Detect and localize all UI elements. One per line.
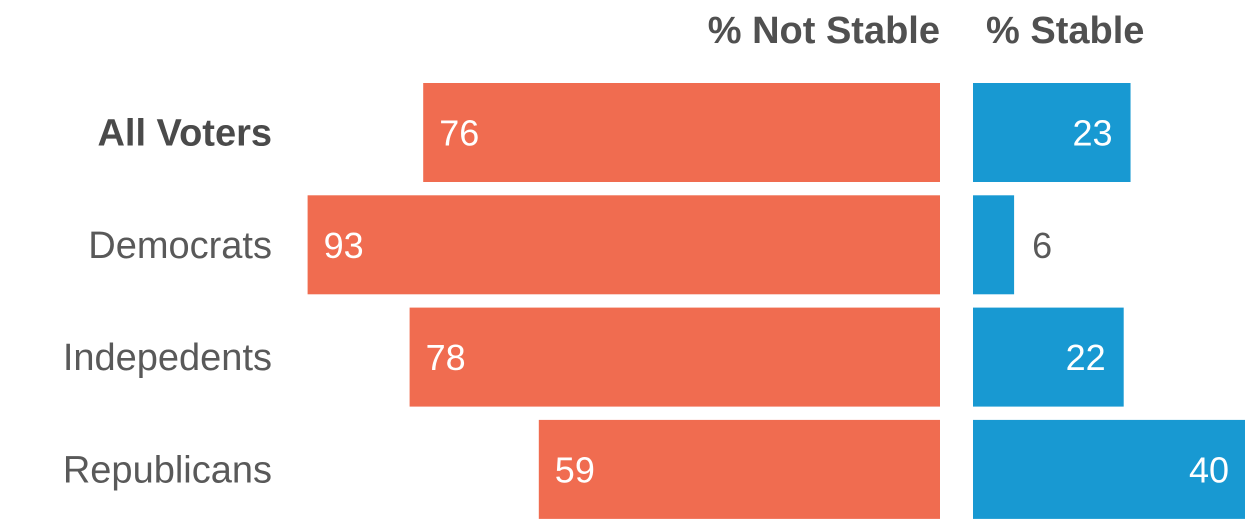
category-label-republicans: Republicans bbox=[63, 449, 272, 491]
value-label-not-stable-indepedents: 78 bbox=[426, 337, 466, 378]
header-not-stable: % Not Stable bbox=[708, 10, 940, 52]
bar-stable-all-voters bbox=[973, 83, 1131, 182]
value-label-stable-republicans: 40 bbox=[1189, 449, 1229, 490]
bar-not-stable-republicans bbox=[538, 419, 940, 519]
value-label-stable-democrats: 6 bbox=[1032, 225, 1052, 266]
bar-not-stable-indepedents bbox=[409, 307, 941, 407]
bar-stable-republicans bbox=[973, 419, 1245, 519]
chart-rows: All Voters 76 23 Democrats 93 6 Indepedents 78 2… bbox=[63, 83, 1245, 519]
value-label-not-stable-democrats: 93 bbox=[324, 225, 364, 266]
bar-stable-indepedents bbox=[973, 307, 1124, 407]
value-label-not-stable-all-voters: 76 bbox=[439, 113, 479, 154]
value-label-stable-indepedents: 22 bbox=[1066, 337, 1106, 378]
bar-not-stable-democrats bbox=[307, 195, 941, 295]
bar-stable-democrats bbox=[973, 195, 1015, 295]
value-label-stable-all-voters: 23 bbox=[1073, 113, 1113, 154]
category-label-all-voters: All Voters bbox=[97, 113, 272, 155]
bar-not-stable-all-voters bbox=[423, 83, 940, 182]
header-stable: % Stable bbox=[986, 10, 1144, 52]
category-label-democrats: Democrats bbox=[88, 225, 272, 267]
value-label-not-stable-republicans: 59 bbox=[555, 449, 595, 490]
category-label-indepedents: Indepedents bbox=[63, 337, 272, 379]
